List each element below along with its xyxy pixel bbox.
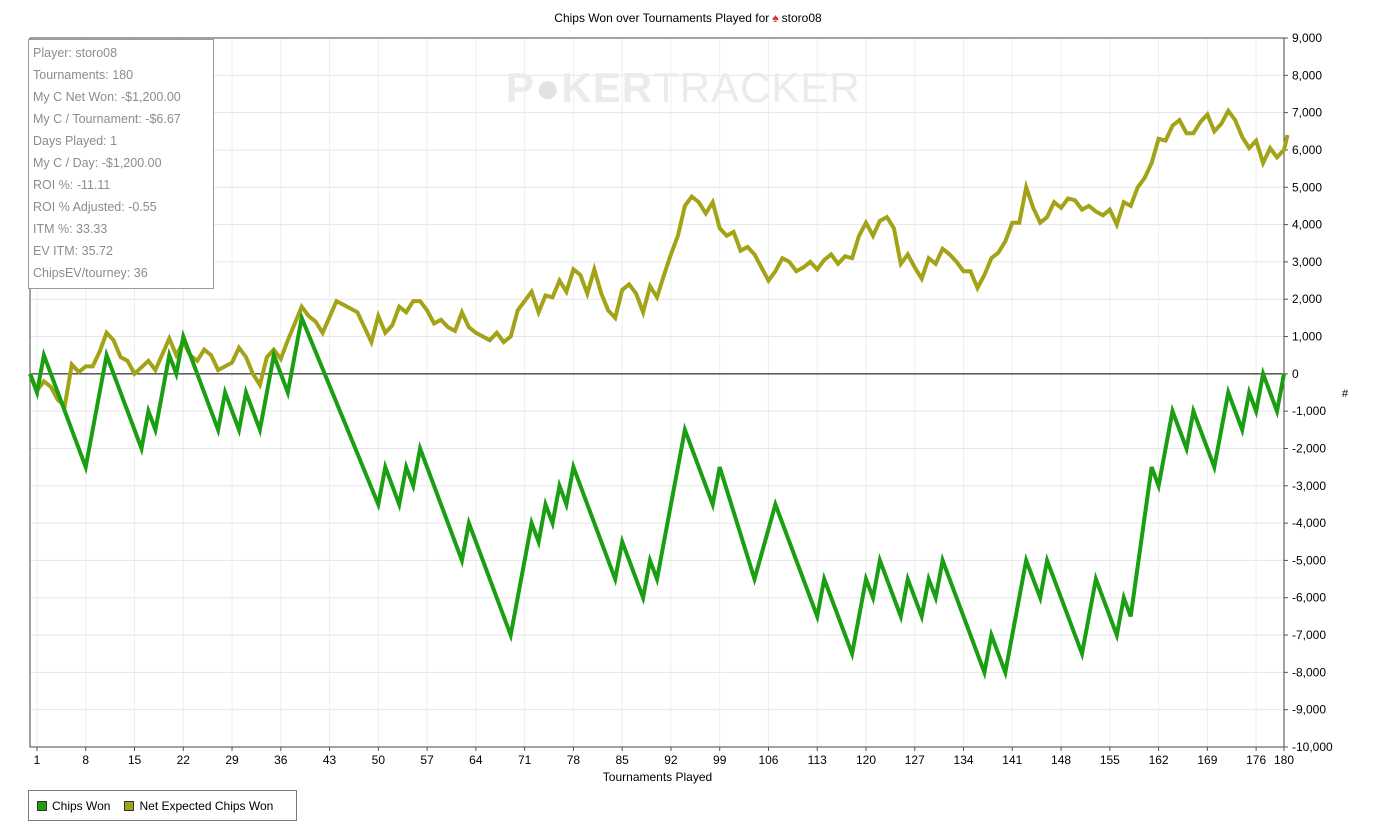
- stats-per-day: My C / Day: -$1,200.00: [33, 156, 162, 170]
- stats-player: Player: storo08: [33, 46, 118, 60]
- y-tick-label: 4,000: [1292, 218, 1322, 232]
- y-axis-label: #: [1342, 388, 1349, 400]
- legend-swatch-net-expected: [124, 800, 135, 811]
- y-tick-label: 5,000: [1292, 180, 1322, 194]
- chart-title-player: storo08: [781, 11, 822, 25]
- stats-itm: ITM %: 33.33: [33, 222, 108, 236]
- stats-chipsev: ChipsEV/tourney: 36: [33, 266, 148, 280]
- plot-border: [29, 37, 1285, 748]
- legend: Chips Won Net Expected Chips Won: [28, 790, 297, 821]
- x-tick-label: 43: [323, 753, 337, 767]
- stats-ev-itm: EV ITM: 35.72: [33, 244, 113, 258]
- y-tick-label: -5,000: [1292, 553, 1326, 567]
- y-tick-label: 1,000: [1292, 330, 1322, 344]
- spade-icon: ♠: [772, 11, 779, 25]
- y-tick-label: -6,000: [1292, 591, 1326, 605]
- y-tick-label: 9,000: [1292, 31, 1322, 45]
- x-tick-label: 99: [713, 753, 727, 767]
- x-tick-label: 120: [856, 753, 876, 767]
- x-tick-label: 78: [567, 753, 581, 767]
- y-tick-label: -4,000: [1292, 516, 1326, 530]
- stats-roi: ROI %: -11.11: [33, 178, 111, 192]
- stats-days-played: Days Played: 1: [33, 134, 118, 148]
- series-lines: [28, 107, 1290, 680]
- chart-title-prefix: Chips Won over Tournaments Played for: [554, 11, 770, 25]
- series-line-chips-won: [28, 310, 1286, 680]
- x-tick-label: 71: [518, 753, 532, 767]
- x-tick-label: 169: [1197, 753, 1217, 767]
- stats-per-tournament: My C / Tournament: -$6.67: [33, 112, 181, 126]
- stats-panel: Player: storo08 Tournaments: 180 My C Ne…: [28, 39, 214, 289]
- y-tick-label: -3,000: [1292, 479, 1326, 493]
- watermark-tracker: TRACKER: [653, 64, 861, 111]
- y-tick-label: 2,000: [1292, 292, 1322, 306]
- series-line-net-expected: [28, 107, 1290, 410]
- x-tick-label: 29: [225, 753, 239, 767]
- watermark-ker: KER: [561, 64, 654, 111]
- stats-tournaments: Tournaments: 180: [33, 68, 134, 82]
- stats-roi-adjusted: ROI % Adjusted: -0.55: [33, 200, 157, 214]
- legend-label-net-expected: Net Expected Chips Won: [139, 798, 274, 813]
- y-tick-label: 6,000: [1292, 143, 1322, 157]
- x-tick-label: 36: [274, 753, 288, 767]
- x-tick-label: 127: [905, 753, 925, 767]
- watermark-p: P: [506, 64, 536, 111]
- y-tick-label: -8,000: [1292, 665, 1326, 679]
- y-axis-ticks: 9,000 8,000 7,000 6,000 5,000 4,000 3,000 2,000…: [1284, 31, 1333, 754]
- y-tick-label: -9,000: [1292, 703, 1326, 717]
- x-tick-label: 92: [664, 753, 678, 767]
- pokertracker-watermark: P●KERTRACKER: [506, 64, 861, 112]
- stats-net-won: My C Net Won: -$1,200.00: [33, 90, 181, 104]
- x-tick-label: 8: [82, 753, 89, 767]
- y-tick-label: 7,000: [1292, 106, 1322, 120]
- x-axis-label: Tournaments Played: [602, 770, 713, 784]
- x-tick-label: 57: [420, 753, 434, 767]
- x-tick-label: 64: [469, 753, 483, 767]
- y-tick-label: -2,000: [1292, 441, 1326, 455]
- x-tick-label: 180: [1274, 753, 1294, 767]
- y-tick-label: -7,000: [1292, 628, 1326, 642]
- x-tick-label: 50: [372, 753, 386, 767]
- legend-item-chips-won[interactable]: Chips Won: [37, 799, 110, 813]
- y-tick-label: 8,000: [1292, 68, 1322, 82]
- y-tick-label: -10,000: [1292, 740, 1333, 754]
- y-tick-label: -1,000: [1292, 404, 1326, 418]
- x-tick-label: 148: [1051, 753, 1071, 767]
- x-tick-label: 162: [1149, 753, 1169, 767]
- legend-label-chips-won: Chips Won: [52, 798, 111, 813]
- x-tick-label: 15: [128, 753, 142, 767]
- grid-lines: [30, 37, 1285, 748]
- legend-item-net-expected[interactable]: Net Expected Chips Won: [124, 799, 273, 813]
- y-tick-label: 3,000: [1292, 255, 1322, 269]
- x-tick-label: 106: [758, 753, 778, 767]
- x-tick-label: 176: [1246, 753, 1266, 767]
- x-axis-ticks: 1 8 15 22 29 36 43 50 57 64 71 78 85 92 99 106 113 120 127…: [34, 747, 1294, 767]
- x-tick-label: 85: [615, 753, 629, 767]
- x-tick-label: 141: [1002, 753, 1022, 767]
- x-tick-label: 1: [34, 753, 41, 767]
- x-tick-label: 113: [808, 753, 827, 767]
- plot-frame: [29, 37, 1285, 748]
- chart-title: Chips Won over Tournaments Played for ♠ st…: [0, 11, 1376, 25]
- legend-swatch-chips-won: [37, 800, 47, 811]
- x-tick-label: 134: [954, 753, 974, 767]
- x-tick-label: 155: [1100, 753, 1120, 767]
- watermark-chip-icon: ●: [535, 64, 562, 111]
- x-tick-label: 22: [177, 753, 191, 767]
- y-tick-label: 0: [1292, 367, 1299, 381]
